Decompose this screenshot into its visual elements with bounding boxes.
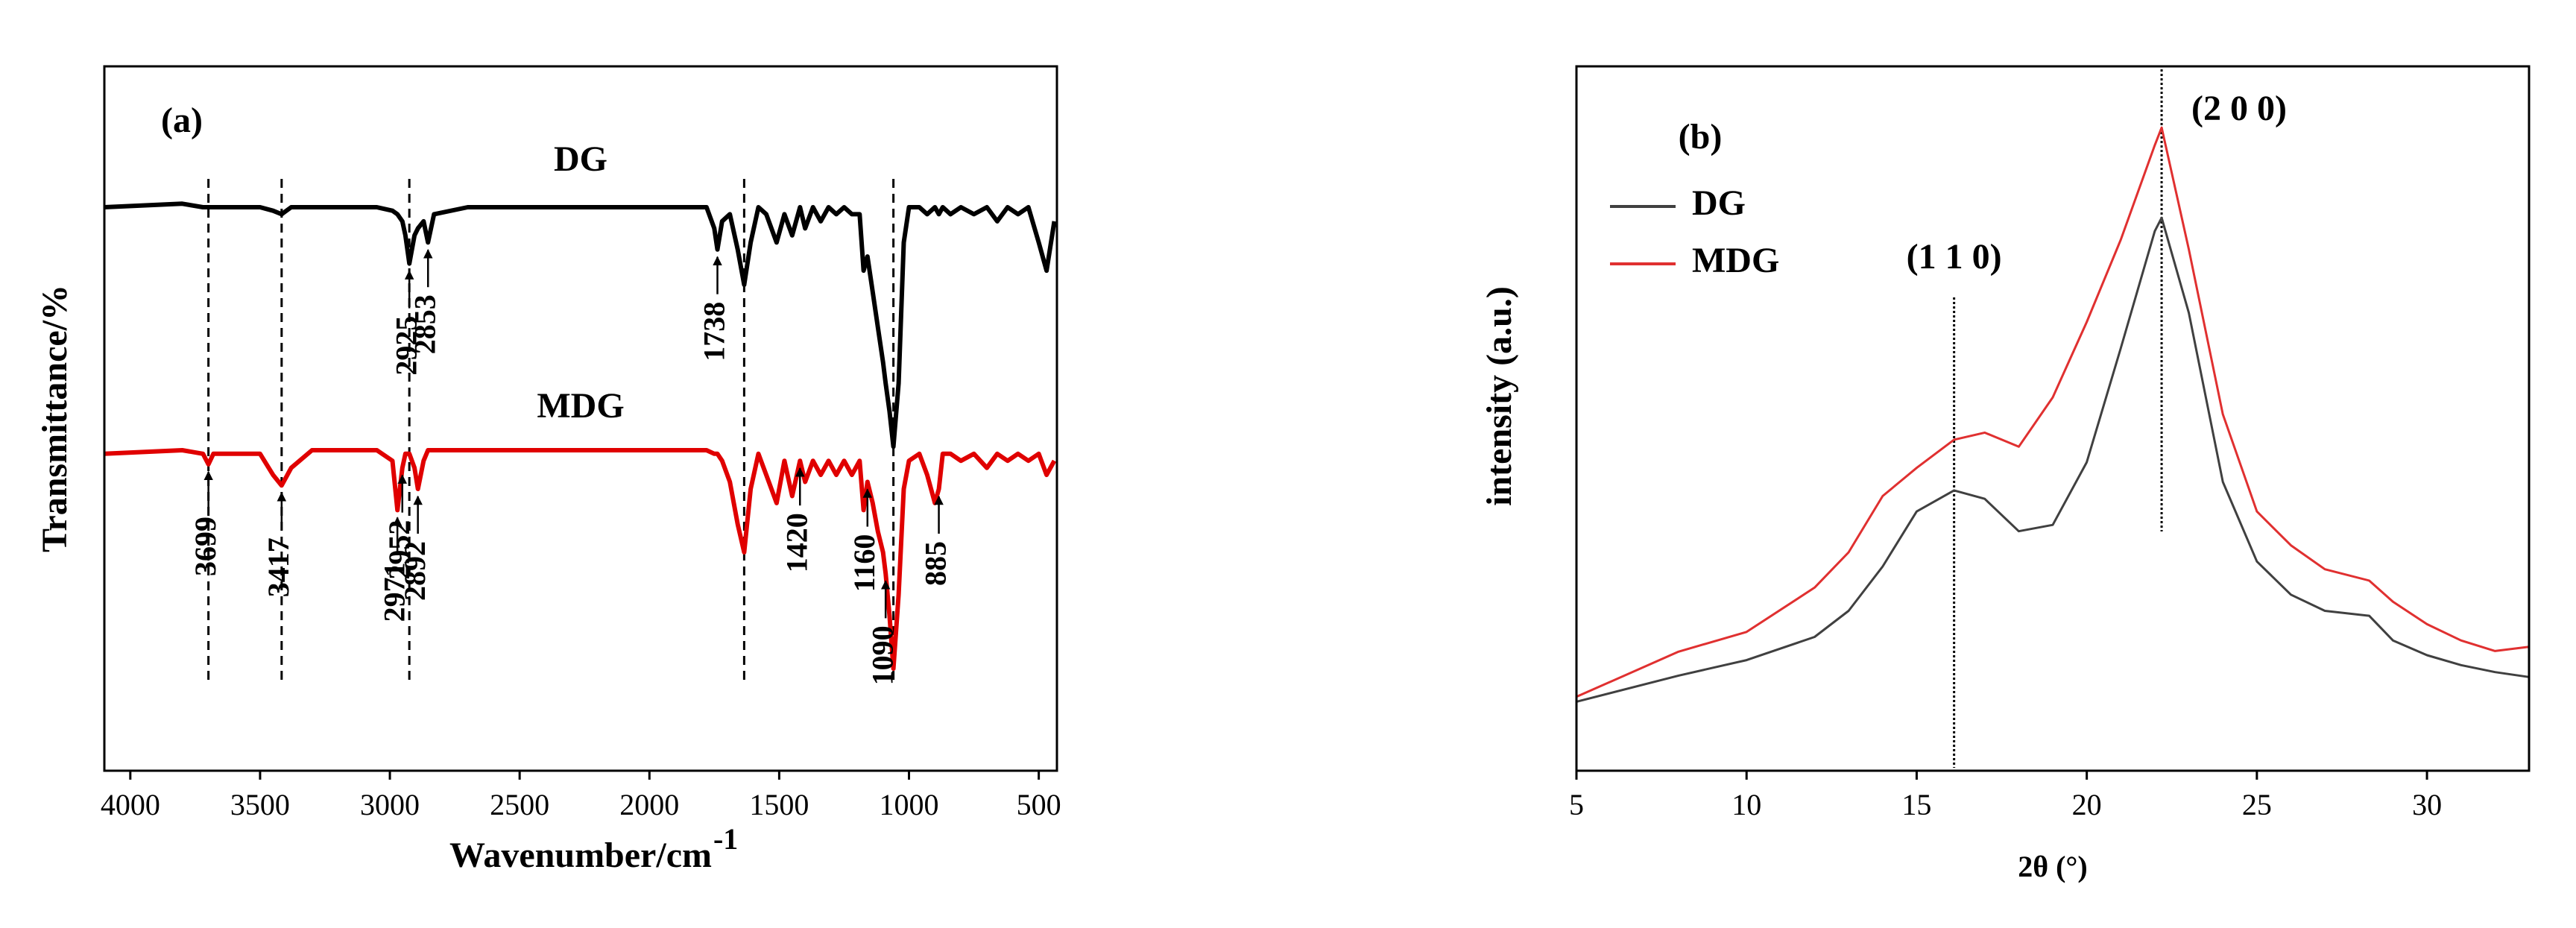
series-line (1576, 216, 2530, 703)
series-line (104, 448, 1057, 671)
x-tick-label: 2500 (490, 788, 549, 821)
x-tick-label: 1000 (880, 788, 939, 821)
peak-label: 2952 (382, 520, 416, 580)
series-line (104, 201, 1057, 449)
peak-label: 3417 (262, 537, 295, 597)
peak-label: 2853 (408, 294, 441, 354)
annotation: (2 0 0) (2191, 89, 2287, 128)
peak-label: 1738 (698, 302, 731, 362)
x-tick-label: 500 (1017, 788, 1061, 821)
panel-label: (b) (1679, 117, 1723, 157)
peak-label: 3699 (189, 517, 222, 576)
x-tick-label: 20 (2072, 788, 2102, 821)
peak-label: 885 (919, 541, 953, 586)
peak-label: 2892 (398, 541, 432, 601)
peak-label: 1420 (780, 513, 813, 572)
panel-label: (a) (161, 101, 203, 140)
y-axis-label: Transmittance/% (35, 285, 75, 552)
x-tick-label: 15 (1901, 788, 1931, 821)
plot-frame (1575, 65, 2531, 772)
x-tick-label: 30 (2412, 788, 2442, 821)
x-tick-label: 2000 (619, 788, 679, 821)
x-tick-label: 3500 (230, 788, 290, 821)
peak-label: 1160 (847, 534, 881, 593)
x-axis-label-sup: -1 (713, 822, 738, 856)
x-tick-label: 3000 (360, 788, 420, 821)
annotation: (1 1 0) (1907, 237, 2002, 277)
peak-label: 2971 (377, 562, 411, 622)
x-tick-label: 10 (1731, 788, 1761, 821)
x-axis-label: 2θ (°) (2018, 850, 2088, 883)
series-label: DG (554, 139, 607, 179)
plot-frame (103, 65, 1058, 772)
x-tick-label: 5 (1569, 788, 1584, 821)
series-line (1576, 126, 2530, 698)
x-tick-label: 1500 (749, 788, 809, 821)
peak-label: 2925 (389, 316, 423, 376)
y-axis-label: intensity (a.u.) (1480, 286, 1519, 506)
series-label: MDG (537, 386, 624, 426)
legend-label: DG (1692, 183, 1746, 223)
x-tick-label: 4000 (101, 788, 160, 821)
peak-label: 1090 (865, 625, 899, 685)
x-axis-label: Wavenumber/cm (449, 836, 712, 875)
legend-label: MDG (1692, 241, 1779, 280)
x-tick-label: 25 (2242, 788, 2272, 821)
